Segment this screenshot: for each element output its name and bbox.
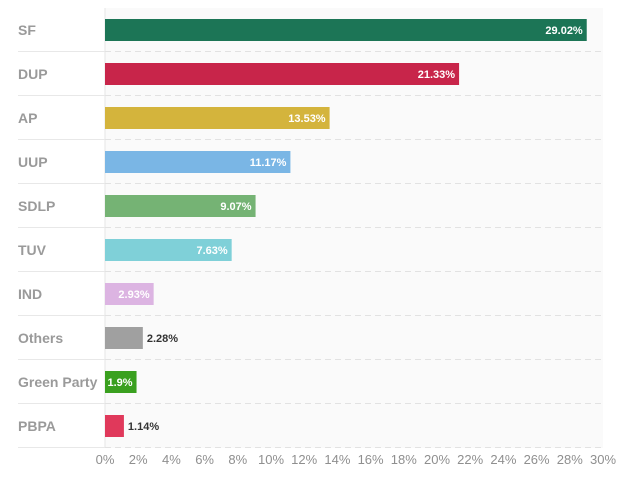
category-label: PBPA xyxy=(18,418,56,434)
data-label: 7.63% xyxy=(196,245,227,257)
bar xyxy=(105,415,124,437)
bar xyxy=(105,107,330,129)
x-tick-label: 2% xyxy=(129,452,148,467)
x-tick-label: 16% xyxy=(358,452,384,467)
data-label: 2.28% xyxy=(147,333,178,345)
x-tick-label: 28% xyxy=(557,452,583,467)
data-label: 29.02% xyxy=(545,25,583,37)
category-label: SF xyxy=(18,22,36,38)
bar xyxy=(105,327,143,349)
x-tick-label: 20% xyxy=(424,452,450,467)
bar xyxy=(105,371,137,393)
x-tick-label: 30% xyxy=(590,452,616,467)
x-tick-label: 18% xyxy=(391,452,417,467)
x-tick-label: 0% xyxy=(96,452,115,467)
x-tick-label: 8% xyxy=(228,452,247,467)
x-tick-label: 12% xyxy=(291,452,317,467)
x-tick-label: 14% xyxy=(324,452,350,467)
category-label: IND xyxy=(18,286,42,302)
x-tick-label: 26% xyxy=(524,452,550,467)
data-label: 1.9% xyxy=(107,377,132,389)
data-label: 13.53% xyxy=(288,113,326,125)
bar xyxy=(105,151,291,173)
data-label: 9.07% xyxy=(220,201,251,213)
category-label: AP xyxy=(18,110,37,126)
data-label: 11.17% xyxy=(250,157,287,169)
bar xyxy=(105,239,232,261)
data-label: 21.33% xyxy=(418,69,456,81)
category-label: Others xyxy=(18,330,63,346)
data-label: 2.93% xyxy=(118,289,149,301)
data-label: 1.14% xyxy=(128,421,159,433)
x-tick-label: 24% xyxy=(490,452,516,467)
x-tick-label: 6% xyxy=(195,452,214,467)
bar xyxy=(105,283,154,305)
category-label: Green Party xyxy=(18,374,98,390)
bar xyxy=(105,19,587,41)
category-label: TUV xyxy=(18,242,47,258)
category-label: UUP xyxy=(18,154,48,170)
x-tick-label: 4% xyxy=(162,452,181,467)
category-label: DUP xyxy=(18,66,48,82)
bar xyxy=(105,195,256,217)
x-tick-label: 10% xyxy=(258,452,284,467)
x-tick-label: 22% xyxy=(457,452,483,467)
bar xyxy=(105,63,460,85)
category-label: SDLP xyxy=(18,198,55,214)
